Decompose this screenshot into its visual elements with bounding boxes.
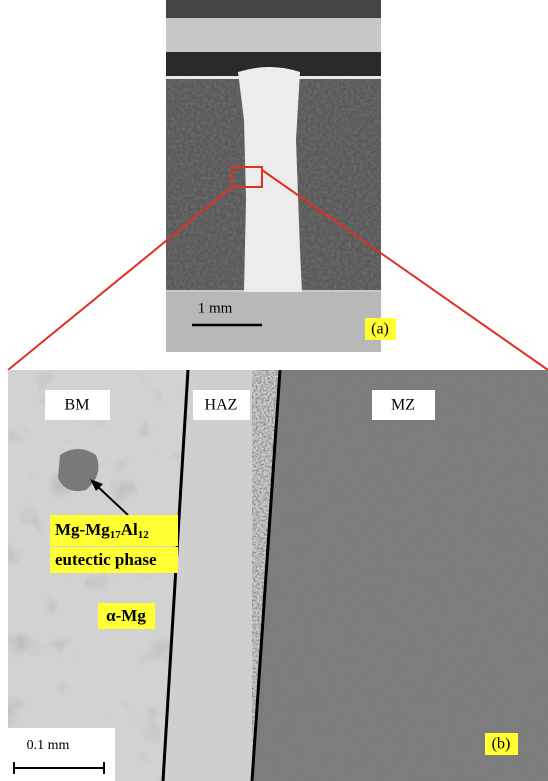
mz-texture <box>252 370 548 781</box>
zone-label: MZ <box>391 397 415 414</box>
subscript: 12 <box>138 529 150 541</box>
scale-bar-label: 0.1 mm <box>27 738 70 753</box>
label-highlight <box>485 733 518 755</box>
alpha-label: α-Mg <box>106 606 146 625</box>
annotation-highlight <box>50 515 178 546</box>
haz-region <box>163 370 280 781</box>
scale-bar-label: 1 mm <box>198 300 233 316</box>
zoom-box <box>231 166 263 188</box>
text-part: Al <box>121 520 138 539</box>
panel-b: BM HAZ MZ Mg-Mg17Al12 eutectic phase α-M… <box>8 369 548 781</box>
zone-label: HAZ <box>205 397 238 414</box>
zoom-line <box>7 186 233 371</box>
top-band <box>166 0 381 18</box>
text-part: Mg-Mg <box>55 520 110 539</box>
zone-label-box <box>372 390 435 420</box>
lower-area <box>166 292 381 352</box>
boundary-line <box>161 369 190 781</box>
eutectic-label-line2: eutectic phase <box>55 550 157 569</box>
zone-label-box <box>45 390 110 420</box>
weld-zone <box>238 67 302 292</box>
zoom-line <box>261 169 548 371</box>
scale-bar-box <box>8 728 115 781</box>
arrow-head <box>90 479 103 491</box>
zone-label-box <box>193 390 250 420</box>
eutectic-particle <box>58 449 99 492</box>
annotation-highlight <box>98 603 155 629</box>
panel-label: (a) <box>371 321 389 338</box>
panel-label: (b) <box>492 736 511 753</box>
panel-a: 1 mm (a) <box>166 0 396 352</box>
boundary-line <box>250 369 282 781</box>
annotation-arrow <box>95 484 129 516</box>
zone-label: BM <box>65 397 90 414</box>
subscript: 17 <box>110 529 122 541</box>
annotation-highlight <box>50 547 178 573</box>
label-highlight <box>365 318 396 340</box>
eutectic-label: Mg-Mg17Al12 <box>55 520 149 541</box>
